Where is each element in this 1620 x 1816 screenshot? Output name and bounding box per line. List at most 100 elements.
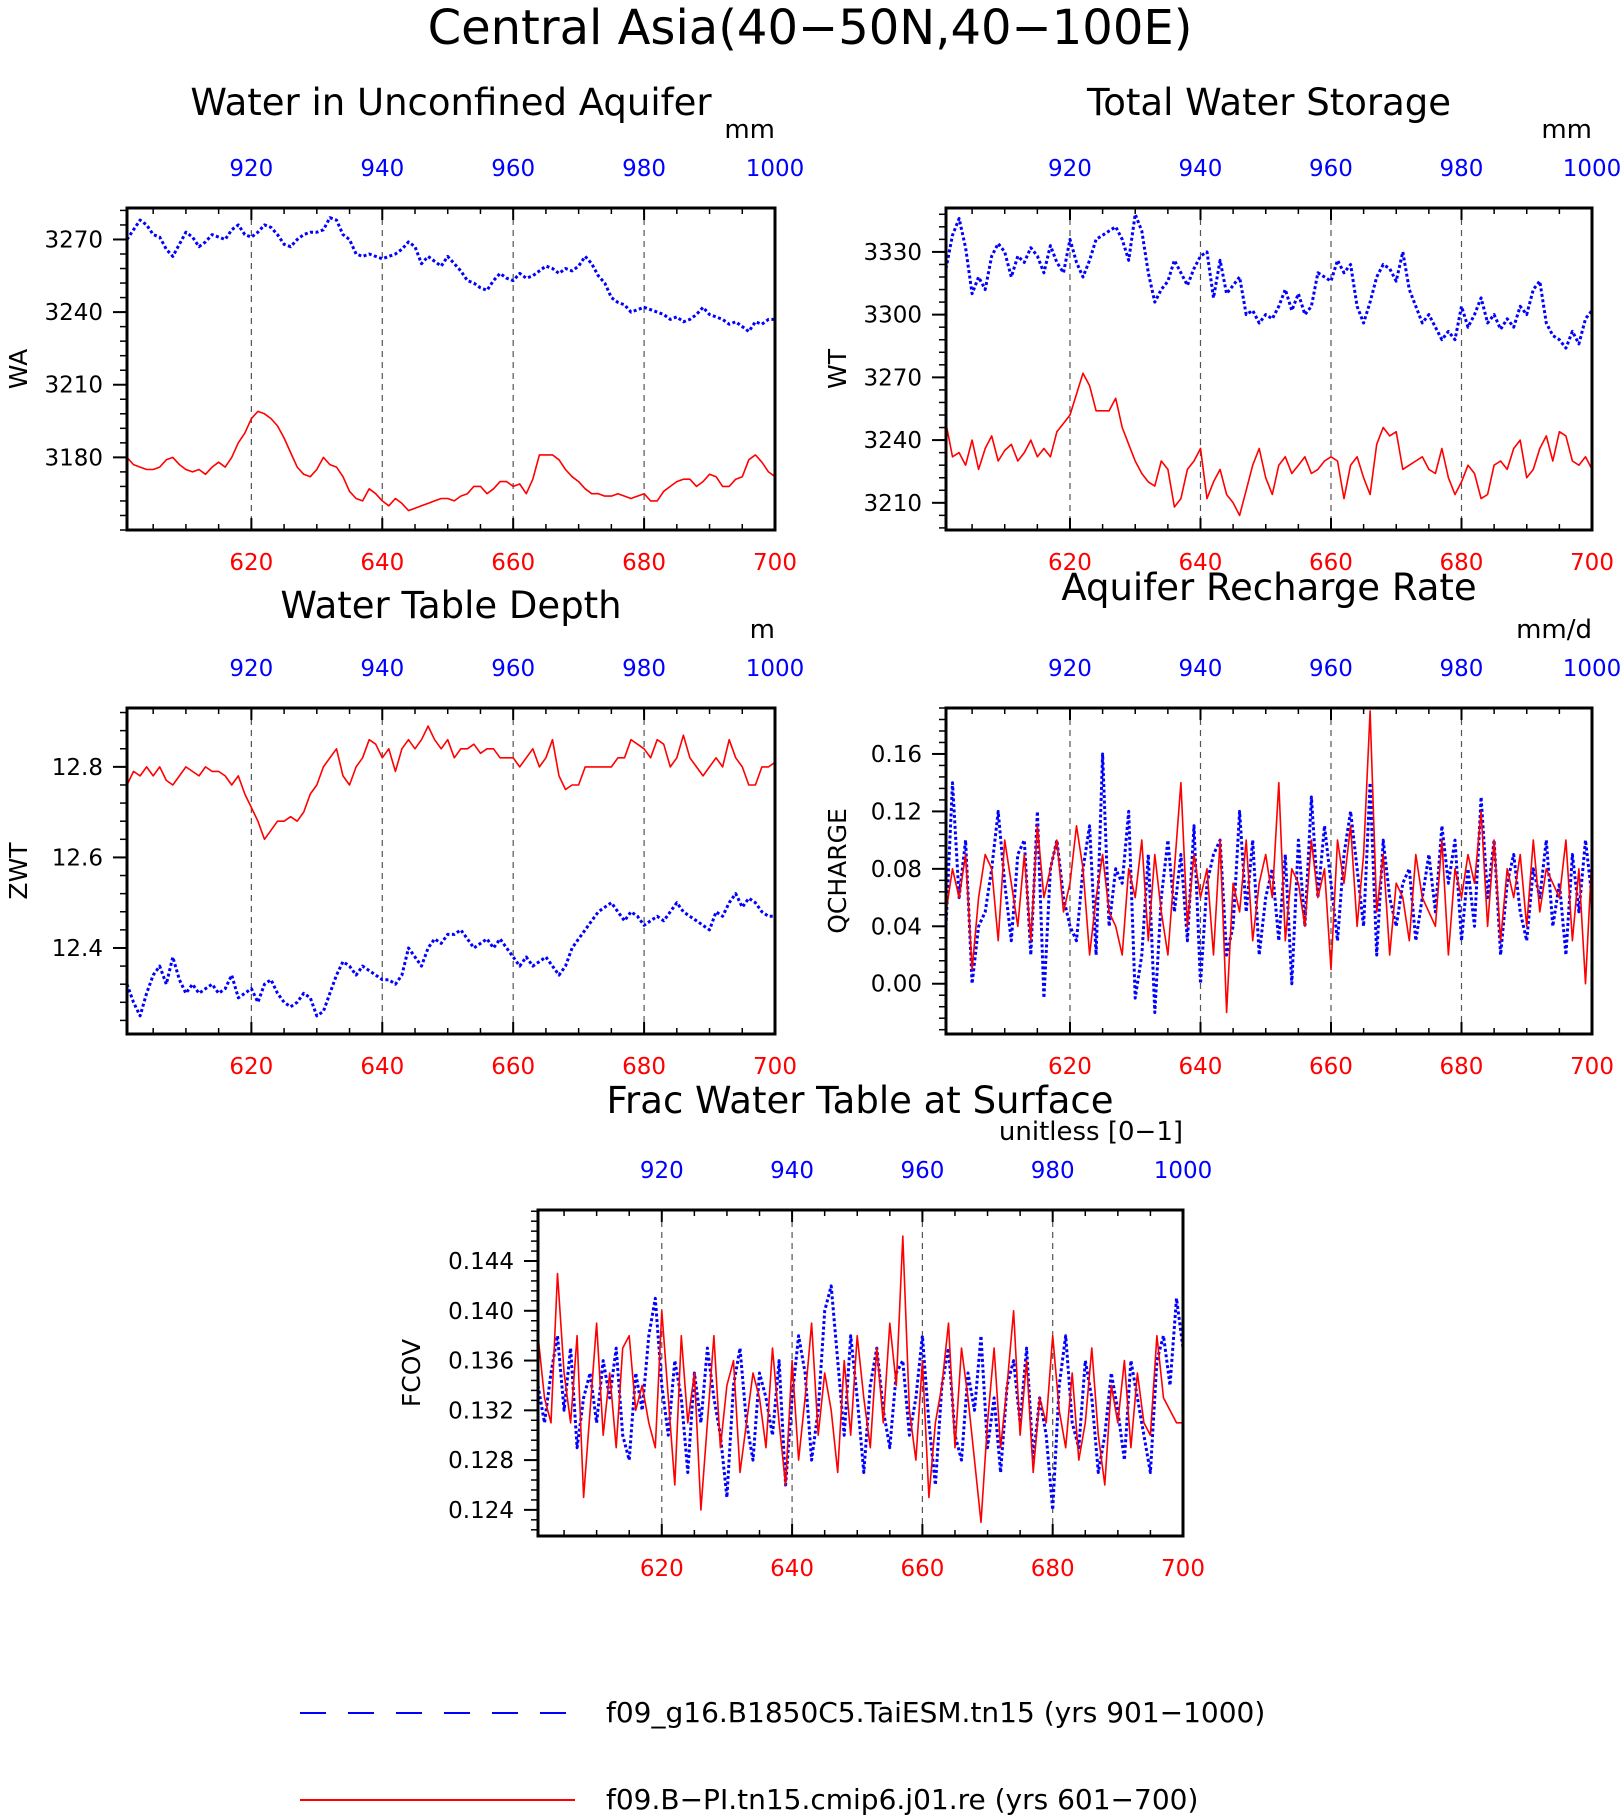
x-tick-label: 680 [622,550,666,576]
y-tick-label: 0.124 [448,1498,514,1524]
x-top-tick-label: 920 [229,656,273,682]
y-tick-label: 12.8 [52,755,103,781]
x-top-tick-label: 1000 [1563,156,1620,182]
chart-panels: Water in Unconfined Aquifer mm 620 640 660 68… [4,81,1620,1582]
x-tick-label: 660 [491,1054,535,1080]
x-top-tick-label: 940 [1179,156,1223,182]
plot-frame [944,706,1594,1036]
units-label: m [750,615,775,645]
y-tick-label: 12.4 [52,936,103,962]
legend-label-0: f09_g16.B1850C5.TaiESM.tn15 (yrs 901−100… [606,1696,1265,1729]
x-top-tick-label: 1000 [746,156,805,182]
x-tick-label: 700 [1570,1054,1614,1080]
y-tick-label: 0.132 [448,1398,514,1424]
x-tick-label: 680 [622,1054,666,1080]
units-label: unitless [0−1] [999,1117,1183,1147]
panel-0: Water in Unconfined Aquifer mm 620 640 660 68… [4,81,804,576]
series-line-1 [126,725,776,841]
y-tick-label: 3210 [44,373,103,399]
x-top-tick-label: 980 [1031,1158,1075,1184]
plot-frame [125,706,777,1036]
figure-title: Central Asia(40−50N,40−100E) [428,0,1193,56]
series-line-1 [945,710,1593,1014]
x-tick-label: 620 [1048,1054,1092,1080]
panel-title: Frac Water Table at Surface [606,1079,1113,1122]
x-top-tick-label: 920 [1048,656,1092,682]
y-tick-label: 0.16 [871,742,922,768]
y-tick-label: 0.128 [448,1448,514,1474]
x-top-tick-label: 980 [622,656,666,682]
x-tick-label: 620 [1048,550,1092,576]
x-top-tick-label: 980 [1440,656,1484,682]
series-line-0 [536,1284,1185,1512]
x-tick-label: 700 [1570,550,1614,576]
x-top-tick-label: 980 [622,156,666,182]
x-tick-label: 660 [1309,1054,1353,1080]
y-axis-label: WT [823,348,852,389]
series-line-0 [944,752,1594,1014]
x-top-tick-label: 940 [360,156,404,182]
y-tick-label: 0.04 [871,914,922,940]
x-tick-label: 640 [1179,1054,1223,1080]
series-line-1 [537,1235,1183,1524]
x-top-tick-label: 940 [360,656,404,682]
y-axis-label: ZWT [4,842,33,900]
y-tick-label: 3300 [863,303,922,329]
x-top-tick-label: 940 [770,1158,814,1184]
x-top-tick-label: 960 [491,656,535,682]
y-tick-label: 0.136 [448,1349,514,1375]
panel-title: Aquifer Recharge Rate [1061,566,1476,609]
y-tick-label: 0.140 [448,1299,514,1325]
units-label: mm [724,115,775,145]
x-tick-label: 680 [1440,1054,1484,1080]
x-tick-label: 660 [491,550,535,576]
x-tick-label: 620 [229,1054,273,1080]
y-axis-label: QCHARGE [823,808,852,934]
x-tick-label: 640 [360,1054,404,1080]
x-tick-label: 700 [753,550,797,576]
y-tick-label: 0.00 [871,972,922,998]
y-axis-label: FCOV [397,1339,426,1407]
panel-title: Water Table Depth [280,584,621,627]
x-top-tick-label: 940 [1179,656,1223,682]
x-top-tick-label: 920 [229,156,273,182]
x-top-tick-label: 960 [491,156,535,182]
y-tick-label: 3240 [863,428,922,454]
x-tick-label: 700 [1161,1556,1205,1582]
series-line-1 [126,410,776,512]
y-tick-label: 3210 [863,491,922,517]
x-top-tick-label: 920 [1048,156,1092,182]
y-tick-label: 0.08 [871,857,922,883]
y-tick-label: 0.144 [448,1249,514,1275]
legend: f09_g16.B1850C5.TaiESM.tn15 (yrs 901−100… [300,1696,1265,1816]
x-top-tick-label: 1000 [1563,656,1620,682]
y-tick-label: 3270 [863,365,922,391]
x-tick-label: 680 [1031,1556,1075,1582]
x-top-tick-label: 1000 [746,656,805,682]
x-top-tick-label: 960 [900,1158,944,1184]
y-axis-label: WA [4,349,33,389]
legend-label-1: f09.B−PI.tn15.cmip6.j01.re (yrs 601−700) [606,1783,1198,1816]
x-tick-label: 660 [1309,550,1353,576]
plot-frame [125,206,777,532]
x-tick-label: 640 [1179,550,1223,576]
y-tick-label: 3270 [44,227,103,253]
x-tick-label: 620 [229,550,273,576]
panel-2: Water Table Depth m 620 640 660 680 700 920 940 9… [4,584,804,1080]
units-label: mm/d [1516,615,1592,645]
x-tick-label: 620 [640,1556,684,1582]
x-tick-label: 640 [360,550,404,576]
series-line-0 [125,216,775,333]
plot-frame [944,206,1594,532]
y-tick-label: 3330 [863,240,922,266]
y-tick-label: 3180 [44,445,103,471]
y-tick-label: 12.6 [52,845,103,871]
panel-title: Water in Unconfined Aquifer [190,81,712,124]
x-tick-label: 680 [1440,550,1484,576]
series-line-0 [125,892,775,1018]
y-tick-label: 3240 [44,300,103,326]
series-line-1 [945,372,1593,517]
x-top-tick-label: 920 [640,1158,684,1184]
